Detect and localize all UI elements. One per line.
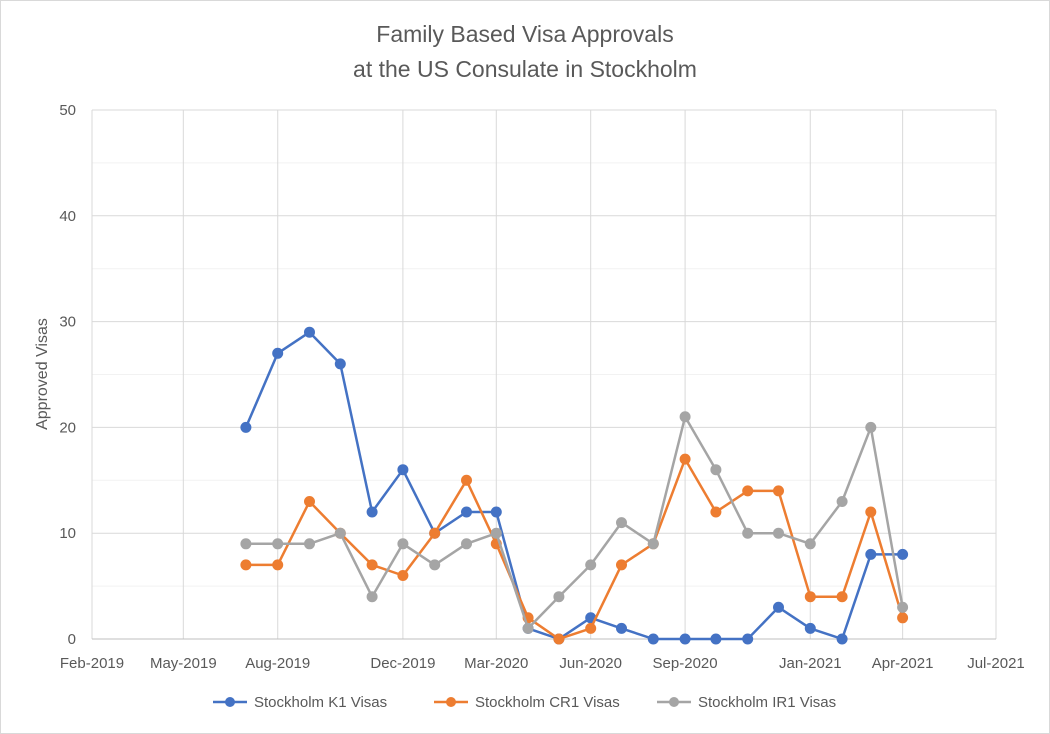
data-point <box>897 612 909 624</box>
data-point <box>397 570 409 581</box>
data-point <box>304 538 315 550</box>
x-tick-label: Mar-2020 <box>464 655 528 672</box>
data-point <box>710 464 722 476</box>
data-point <box>804 622 816 634</box>
data-point <box>865 548 877 560</box>
legend-label: Stockholm K1 Visas <box>254 694 387 711</box>
data-point <box>585 622 597 634</box>
data-point <box>304 496 315 507</box>
data-point <box>585 559 597 571</box>
data-point <box>710 506 722 518</box>
data-point <box>679 633 691 645</box>
data-point <box>616 517 627 529</box>
data-point <box>647 633 659 645</box>
data-point <box>773 485 784 497</box>
data-point <box>679 453 691 465</box>
data-point <box>334 358 346 370</box>
x-tick-label: Dec-2019 <box>370 655 435 672</box>
data-point <box>304 326 315 338</box>
data-point <box>742 485 754 497</box>
y-tick-label: 10 <box>59 525 76 542</box>
y-tick-label: 40 <box>59 208 76 225</box>
data-point <box>522 622 534 634</box>
legend-marker <box>446 697 456 707</box>
data-point <box>461 506 472 518</box>
x-tick-label: Jun-2020 <box>559 655 622 672</box>
data-point <box>240 421 252 433</box>
data-point <box>366 591 378 603</box>
data-point <box>616 559 627 571</box>
y-tick-label: 50 <box>59 102 76 119</box>
data-point <box>710 633 722 645</box>
data-point <box>836 496 848 507</box>
data-point <box>397 538 409 550</box>
data-point <box>272 347 284 359</box>
data-point <box>272 538 284 550</box>
chart-title-line-1: Family Based Visa Approvals <box>376 21 673 47</box>
data-point <box>553 633 565 645</box>
plot-area: 0 10 20 30 40 50 Feb-2019 May-2019 Aug-2019 Dec-2… <box>59 102 1024 672</box>
x-tick-label: Jan-2021 <box>779 655 842 672</box>
data-point <box>240 538 252 550</box>
data-point <box>742 633 754 645</box>
data-point <box>366 506 378 518</box>
data-point <box>461 538 472 550</box>
legend-label: Stockholm CR1 Visas <box>475 694 620 711</box>
data-point <box>742 527 754 539</box>
series-line <box>245 457 904 641</box>
data-point <box>836 591 848 603</box>
data-point <box>240 559 252 571</box>
data-point <box>616 622 627 634</box>
x-tick-label: Feb-2019 <box>60 655 124 672</box>
data-point <box>679 411 691 423</box>
data-point <box>897 601 909 613</box>
data-point <box>490 506 502 518</box>
legend-label: Stockholm IR1 Visas <box>698 694 836 711</box>
data-point <box>429 527 441 539</box>
data-point <box>836 633 848 645</box>
data-point <box>897 548 909 560</box>
y-tick-label: 20 <box>59 419 76 436</box>
data-point <box>647 538 659 550</box>
data-point <box>397 464 409 476</box>
data-point <box>773 601 784 613</box>
series-line <box>244 330 903 641</box>
x-tick-label: Sep-2020 <box>653 655 718 672</box>
series-group <box>240 411 909 634</box>
y-tick-label: 0 <box>68 631 76 648</box>
legend-marker <box>225 697 235 707</box>
data-point <box>865 506 877 518</box>
data-point <box>804 591 816 603</box>
data-point <box>865 421 877 433</box>
series-line <box>245 415 904 630</box>
x-tick-label: May-2019 <box>150 655 217 672</box>
legend-item: Stockholm CR1 Visas <box>434 694 620 711</box>
y-tick-label: 30 <box>59 314 76 331</box>
data-point <box>334 527 346 539</box>
data-point <box>490 527 502 539</box>
x-tick-label: Apr-2021 <box>872 655 934 672</box>
legend: Stockholm K1 Visas Stockholm CR1 Visas Sto… <box>213 694 836 711</box>
data-point <box>773 527 784 539</box>
data-point <box>272 559 284 571</box>
data-point <box>553 591 565 603</box>
chart-title-line-2: at the US Consulate in Stockholm <box>353 56 697 82</box>
legend-marker <box>669 697 679 707</box>
data-point <box>429 559 441 571</box>
data-point <box>366 559 378 571</box>
x-tick-label: Aug-2019 <box>245 655 310 672</box>
legend-item: Stockholm IR1 Visas <box>657 694 836 711</box>
data-point <box>804 538 816 550</box>
x-tick-label: Jul-2021 <box>967 655 1025 672</box>
legend-item: Stockholm K1 Visas <box>213 694 387 711</box>
y-axis-title: Approved Visas <box>34 318 51 430</box>
data-point <box>461 474 472 486</box>
